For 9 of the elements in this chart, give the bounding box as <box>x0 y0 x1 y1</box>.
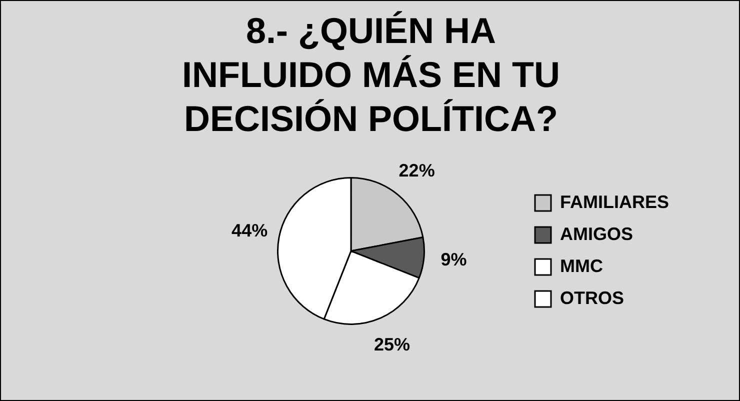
legend-label: FAMILIARES <box>560 192 670 212</box>
data-label: 44% <box>232 220 268 241</box>
legend-label: MMC <box>560 256 603 276</box>
legend-label: AMIGOS <box>560 224 634 244</box>
data-label: 9% <box>440 250 467 270</box>
chart-title: 8.- ¿QUIÉN HA INFLUIDO MÁS EN TU DECISIÓN POLÍTICA? <box>181 9 561 141</box>
legend-label: OTROS <box>560 288 624 308</box>
data-label: 22% <box>398 160 435 180</box>
data-label: 25% <box>374 334 410 355</box>
